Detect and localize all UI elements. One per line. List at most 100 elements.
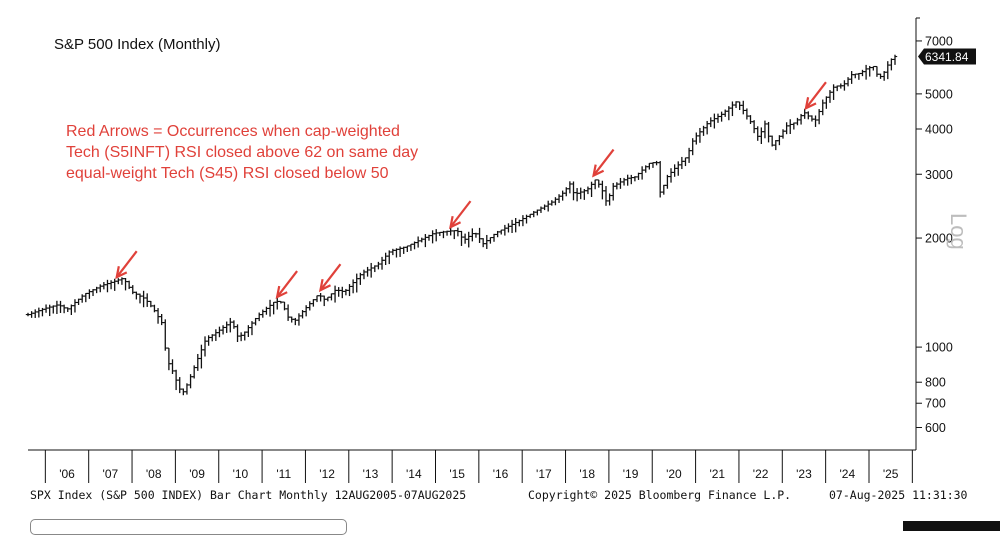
price-bar [744, 108, 750, 120]
x-tick-label: '15 [449, 467, 465, 481]
x-tick-label: '10 [233, 467, 249, 481]
price-bar [502, 224, 508, 236]
price-bar [166, 347, 172, 371]
price-bar [491, 233, 497, 242]
price-bar [546, 200, 551, 212]
price-bar [600, 180, 605, 200]
price-bar [228, 317, 233, 333]
arrow-head [275, 285, 288, 300]
price-bar [892, 54, 898, 65]
bottom-panel-box [30, 519, 347, 535]
price-bar [889, 58, 894, 71]
arrow-shaft [276, 270, 298, 298]
price-bar [831, 84, 836, 100]
price-bar [159, 313, 164, 326]
last-price-tag: 6341.84 [918, 48, 976, 65]
price-bar [773, 140, 778, 151]
price-bar [116, 278, 121, 285]
price-bar [141, 290, 146, 308]
y-tick-label: 4000 [925, 122, 953, 136]
price-bar [170, 359, 175, 374]
price-bar [697, 127, 703, 143]
arrow-head [318, 278, 331, 293]
price-bar [108, 280, 114, 290]
price-bar [430, 230, 435, 244]
signal-arrow [318, 263, 342, 293]
price-bar [307, 301, 312, 311]
price-bar [741, 100, 746, 115]
price-bar [271, 301, 276, 315]
price-bar [585, 186, 591, 195]
price-bar [58, 300, 63, 313]
price-bar [755, 126, 760, 141]
price-bar [390, 248, 396, 256]
price-bar [123, 277, 128, 291]
chart-title: S&P 500 Index (Monthly) [54, 36, 221, 53]
bottom-corner-bar [903, 521, 1000, 531]
price-bar [285, 304, 291, 321]
price-bar [206, 335, 211, 346]
price-bar [246, 325, 251, 338]
axes: 600 700 800 1000 2000 3000 4000 5000 7000 Log 6341… [28, 17, 976, 483]
price-bar [751, 120, 757, 134]
price-bar [213, 329, 219, 341]
price-bars [25, 54, 898, 396]
price-bar [87, 289, 92, 299]
price-bar [520, 215, 526, 227]
price-bar [723, 109, 728, 117]
price-bar [257, 312, 262, 322]
price-bar [379, 256, 385, 270]
price-bar [672, 164, 677, 177]
price-bar [459, 230, 464, 246]
price-bar [506, 223, 511, 233]
price-bar [231, 320, 237, 329]
price-bar [549, 200, 555, 206]
price-bar [163, 319, 168, 351]
signal-arrow [275, 270, 298, 300]
price-bar [383, 252, 388, 265]
price-bar [477, 227, 482, 243]
x-tick-label: '20 [666, 467, 682, 481]
y-tick-label: 2000 [925, 232, 953, 246]
price-bar [423, 234, 428, 248]
price-bar [809, 115, 815, 122]
price-bar [267, 299, 273, 317]
price-bar [788, 119, 793, 134]
price-bar [874, 65, 880, 77]
price-bar [860, 69, 865, 77]
price-bar [845, 77, 851, 87]
price-bar [408, 243, 414, 251]
price-bar [679, 156, 685, 170]
price-bar [462, 233, 468, 244]
footer-timestamp: 07-Aug-2025 11:31:30 [829, 488, 968, 502]
price-bar [365, 266, 370, 277]
y-tick-label: 5000 [925, 87, 953, 101]
signal-arrow [448, 200, 472, 230]
price-bar [603, 186, 609, 206]
price-bar [542, 204, 547, 211]
price-bar [715, 113, 721, 123]
price-bar [708, 117, 713, 128]
x-tick-label: '18 [579, 467, 595, 481]
price-bar [275, 298, 280, 310]
price-bar [242, 331, 247, 341]
price-bar [712, 113, 717, 129]
x-tick-label: '08 [146, 467, 162, 481]
price-bar [748, 115, 753, 125]
price-bar [195, 353, 200, 371]
price-bar [47, 304, 52, 317]
x-tick-label: '07 [103, 467, 119, 481]
price-bar [293, 317, 298, 326]
price-bar [795, 117, 800, 126]
price-bar [556, 194, 562, 203]
price-bar [466, 231, 471, 248]
price-bar [578, 187, 583, 200]
price-bar [29, 311, 34, 318]
price-bar [824, 96, 829, 109]
arrow-shaft [805, 81, 827, 109]
price-bar [571, 181, 576, 201]
price-bar [354, 273, 359, 293]
signal-arrow [592, 148, 615, 178]
